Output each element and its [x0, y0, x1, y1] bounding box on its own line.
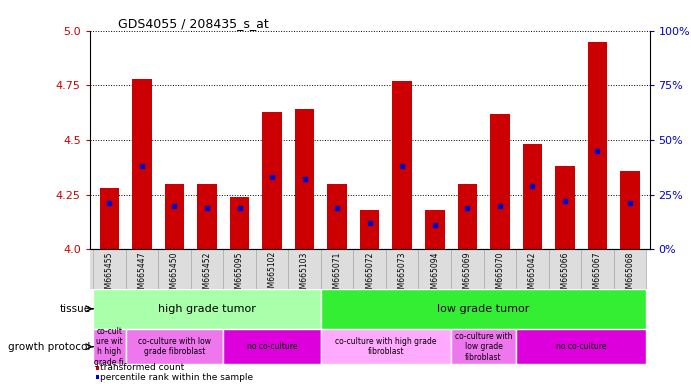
Text: GSM665455: GSM665455	[105, 251, 114, 298]
Bar	[484, 249, 516, 289]
Bar	[419, 249, 451, 289]
Text: GSM665071: GSM665071	[332, 251, 341, 298]
Text: GSM665095: GSM665095	[235, 251, 244, 298]
Text: GSM665068: GSM665068	[625, 251, 634, 298]
Text: GSM665067: GSM665067	[593, 251, 602, 298]
Bar	[386, 249, 419, 289]
Text: GSM665094: GSM665094	[430, 251, 439, 298]
Bar	[549, 249, 581, 289]
Text: GSM665103: GSM665103	[300, 251, 309, 298]
Bar	[321, 289, 646, 329]
Bar	[93, 289, 321, 329]
Bar	[522, 144, 542, 249]
Text: GSM665450: GSM665450	[170, 251, 179, 298]
Bar	[581, 249, 614, 289]
Text: GSM665073: GSM665073	[398, 251, 407, 298]
Bar	[588, 41, 607, 249]
Text: low grade tumor: low grade tumor	[437, 304, 530, 314]
Bar	[555, 166, 575, 249]
Bar	[353, 249, 386, 289]
Bar	[132, 79, 151, 249]
Bar	[126, 329, 223, 364]
Text: GSM665102: GSM665102	[267, 251, 276, 298]
Bar	[425, 210, 444, 249]
Bar	[96, 376, 99, 379]
Text: GSM665072: GSM665072	[365, 251, 375, 298]
Text: co-culture with high grade
fibroblast: co-culture with high grade fibroblast	[335, 337, 437, 356]
Bar	[392, 81, 412, 249]
Text: no co-culture: no co-culture	[247, 342, 297, 351]
Bar	[295, 109, 314, 249]
Bar	[158, 249, 191, 289]
Bar	[126, 249, 158, 289]
Text: GSM665452: GSM665452	[202, 251, 211, 298]
Text: growth protocol: growth protocol	[8, 342, 91, 352]
Bar	[360, 210, 379, 249]
Text: percentile rank within the sample: percentile rank within the sample	[100, 373, 254, 382]
Bar	[451, 329, 516, 364]
Bar	[96, 366, 99, 370]
Bar	[328, 184, 347, 249]
Text: co-culture with
low grade
fibroblast: co-culture with low grade fibroblast	[455, 332, 512, 362]
Bar	[223, 249, 256, 289]
Bar	[197, 184, 217, 249]
Text: high grade tumor: high grade tumor	[158, 304, 256, 314]
Bar	[164, 184, 184, 249]
Bar	[621, 170, 640, 249]
Bar	[321, 249, 353, 289]
Text: co-cult
ure wit
h high
grade fi: co-cult ure wit h high grade fi	[95, 327, 124, 367]
Text: GSM665069: GSM665069	[463, 251, 472, 298]
Text: GSM665447: GSM665447	[138, 251, 146, 298]
Text: GSM665066: GSM665066	[560, 251, 569, 298]
Text: no co-culture: no co-culture	[556, 342, 607, 351]
Text: GDS4055 / 208435_s_at: GDS4055 / 208435_s_at	[117, 17, 269, 30]
Bar	[93, 329, 126, 364]
Text: transformed count: transformed count	[100, 363, 184, 372]
Text: tissue: tissue	[59, 304, 91, 314]
Bar	[490, 114, 509, 249]
Bar	[614, 249, 646, 289]
Bar	[288, 249, 321, 289]
Bar	[223, 329, 321, 364]
Bar	[263, 112, 282, 249]
Bar	[256, 249, 288, 289]
Bar	[516, 249, 549, 289]
Text: GSM665070: GSM665070	[495, 251, 504, 298]
Bar	[100, 188, 119, 249]
Bar	[321, 329, 451, 364]
Text: GSM665042: GSM665042	[528, 251, 537, 298]
Bar	[516, 329, 646, 364]
Bar	[457, 184, 477, 249]
Bar	[229, 197, 249, 249]
Bar	[451, 249, 484, 289]
Text: co-culture with low
grade fibroblast: co-culture with low grade fibroblast	[138, 337, 211, 356]
Bar	[191, 249, 223, 289]
Bar	[93, 249, 126, 289]
